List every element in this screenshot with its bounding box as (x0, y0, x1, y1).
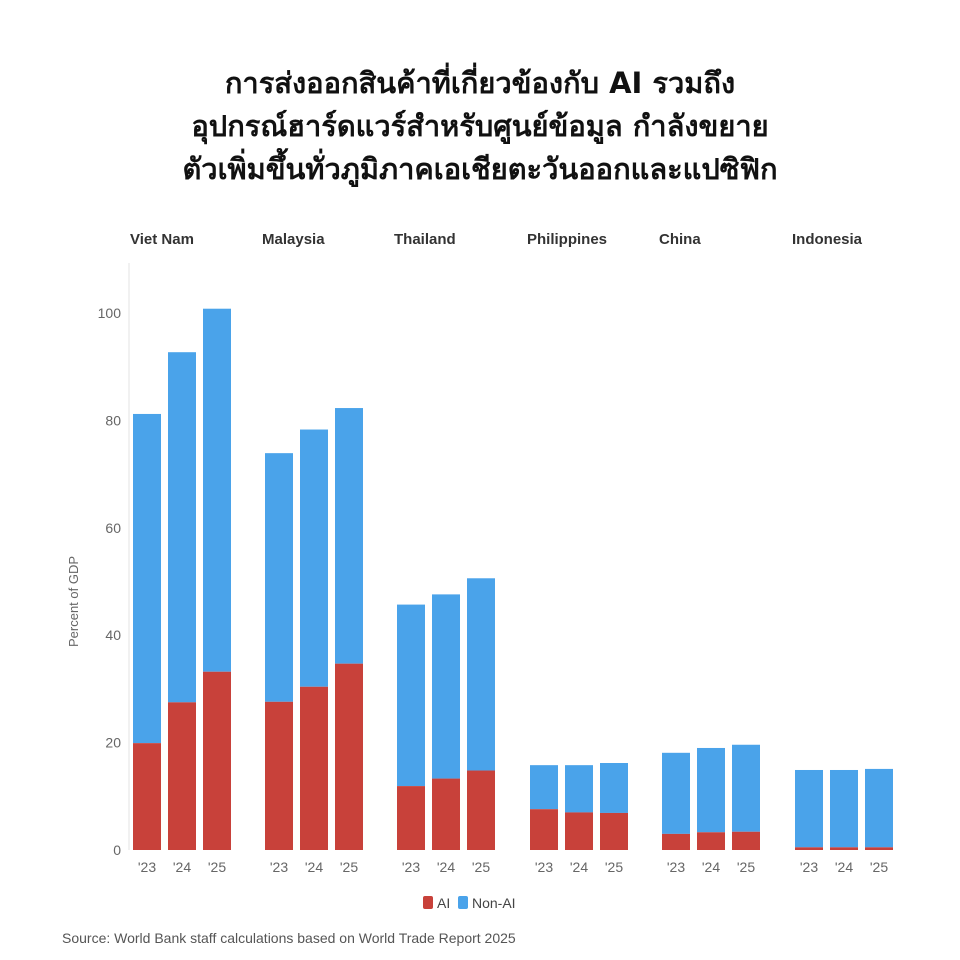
bar-ai (203, 671, 231, 850)
y-axis-label: Percent of GDP (66, 556, 81, 647)
bar-non-ai (697, 747, 725, 833)
bar-non-ai (168, 352, 196, 703)
y-tick-label: 80 (105, 412, 121, 428)
bar-non-ai (662, 752, 690, 834)
x-tick-label: '23 (667, 859, 685, 875)
x-tick-label: '23 (402, 859, 420, 875)
bar-non-ai (335, 408, 363, 664)
bar-ai (168, 702, 196, 850)
country-label: Viet Nam (130, 231, 194, 248)
bar-ai (662, 833, 690, 850)
x-tick-label: '24 (570, 859, 588, 875)
bar-non-ai (830, 769, 858, 848)
bar-ai (795, 847, 823, 850)
bar-non-ai (795, 769, 823, 848)
bar-non-ai (432, 594, 460, 779)
bar-ai (600, 812, 628, 850)
y-tick-label: 20 (105, 735, 121, 751)
x-tick-label: '24 (835, 859, 853, 875)
bar-ai (865, 847, 893, 850)
country-label: Thailand (394, 231, 456, 248)
bar-non-ai (865, 768, 893, 848)
bar-non-ai (467, 578, 495, 771)
bar-ai (265, 701, 293, 850)
y-tick-label: 0 (113, 842, 121, 858)
bar-ai (732, 831, 760, 850)
y-tick-label: 60 (105, 520, 121, 536)
y-tick-label: 100 (98, 305, 122, 321)
x-tick-label: '25 (605, 859, 623, 875)
chart-title: การส่งออกสินค้าที่เกี่ยวข้องกับ AI รวมถึ… (40, 62, 920, 191)
x-tick-label: '24 (173, 859, 191, 875)
bar-ai (133, 743, 161, 850)
bar-non-ai (600, 763, 628, 813)
country-label: Malaysia (262, 231, 325, 248)
x-tick-label: '23 (138, 859, 156, 875)
x-tick-label: '24 (305, 859, 323, 875)
x-tick-label: '25 (870, 859, 888, 875)
legend-swatch-non-ai (458, 896, 468, 909)
x-tick-label: '25 (340, 859, 358, 875)
bar-ai (335, 663, 363, 850)
bar-non-ai (397, 604, 425, 787)
title-line-2: อุปกรณ์ฮาร์ดแวร์สำหรับศูนย์ข้อมูล กำลังข… (191, 109, 769, 143)
title-line-1: การส่งออกสินค้าที่เกี่ยวข้องกับ AI รวมถึ… (224, 66, 736, 100)
bar-ai (300, 686, 328, 850)
bar-ai (565, 812, 593, 850)
source-note: Source: World Bank staff calculations ba… (62, 930, 516, 946)
x-tick-label: '23 (270, 859, 288, 875)
x-tick-label: '23 (800, 859, 818, 875)
bar-non-ai (203, 308, 231, 672)
bar-non-ai (565, 765, 593, 813)
bar-non-ai (530, 765, 558, 810)
legend-label-ai: AI (437, 895, 450, 911)
x-tick-label: '23 (535, 859, 553, 875)
country-label: Philippines (527, 231, 607, 248)
x-tick-label: '25 (472, 859, 490, 875)
bar-ai (697, 832, 725, 850)
x-tick-label: '25 (737, 859, 755, 875)
bar-ai (432, 778, 460, 850)
x-tick-label: '24 (437, 859, 455, 875)
title-line-3: ตัวเพิ่มขึ้นทั่วภูมิภาคเอเชียตะวันออกและ… (182, 152, 778, 186)
country-label: Indonesia (792, 231, 863, 248)
bar-ai (830, 847, 858, 850)
legend-label-non-ai: Non-AI (472, 895, 516, 911)
bar-ai (530, 809, 558, 850)
y-tick-label: 40 (105, 627, 121, 643)
x-tick-label: '24 (702, 859, 720, 875)
bar-non-ai (133, 413, 161, 744)
bar-non-ai (732, 744, 760, 832)
bar-non-ai (265, 453, 293, 702)
bar-ai (397, 786, 425, 850)
country-label: China (659, 231, 701, 248)
x-tick-label: '25 (208, 859, 226, 875)
bar-non-ai (300, 429, 328, 687)
legend-swatch-ai (423, 896, 433, 909)
bar-ai (467, 770, 495, 850)
